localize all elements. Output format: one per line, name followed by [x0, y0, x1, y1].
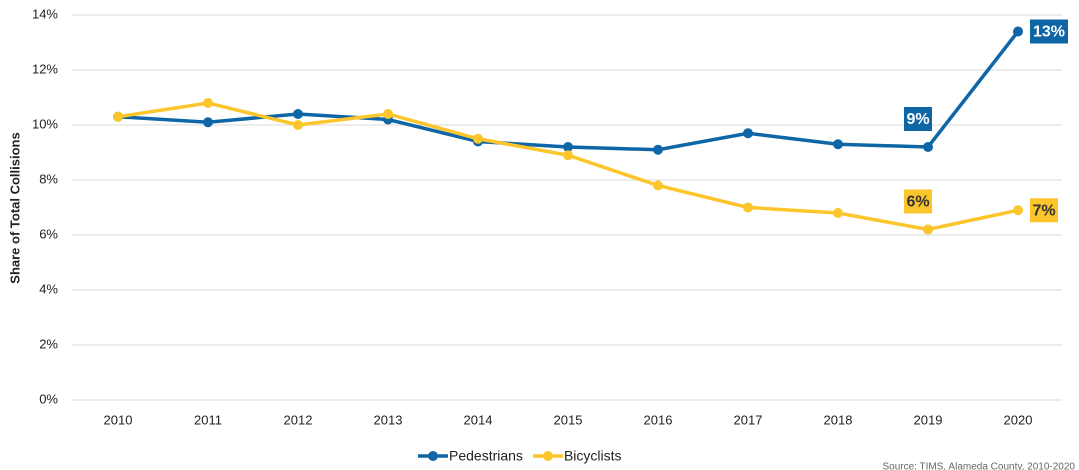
- x-tick-label: 2012: [284, 412, 313, 427]
- x-tick-label: 2018: [824, 412, 853, 427]
- point: [563, 142, 573, 152]
- x-tick-label: 2016: [644, 412, 673, 427]
- point: [293, 120, 303, 130]
- legend-label: Pedestrians: [449, 448, 523, 464]
- label-box: [1030, 198, 1058, 223]
- point: [563, 150, 573, 161]
- x-tick-label: 2017: [734, 412, 763, 427]
- y-tick-label: 4%: [39, 281, 58, 296]
- y-tick-label: 6%: [39, 226, 58, 241]
- point: [473, 133, 483, 144]
- series-line: [117, 30, 1020, 152]
- point: [113, 111, 123, 122]
- label-box: [1030, 19, 1068, 44]
- x-tick-label: 2015: [554, 412, 583, 427]
- legend-marker: [428, 451, 438, 461]
- y-tick-label: 10%: [32, 116, 58, 131]
- point: [833, 208, 843, 218]
- series-line: [117, 101, 1019, 232]
- data-label: 6%: [906, 194, 929, 211]
- source-note: Source: TIMS, Alameda County, 2010-2020: [882, 462, 1075, 470]
- data-label: 9%: [906, 111, 929, 128]
- y-tick-label: 0%: [39, 391, 58, 406]
- x-tick-label: 2013: [374, 412, 403, 427]
- y-tick-label: 8%: [39, 171, 58, 186]
- point: [1013, 205, 1023, 216]
- data-label: 7%: [1032, 202, 1055, 219]
- x-tick-label: 2010: [104, 412, 133, 427]
- point: [1013, 26, 1023, 37]
- legend-label: Bicyclists: [564, 448, 622, 464]
- point: [203, 98, 213, 108]
- point: [653, 144, 663, 155]
- x-tick-label: 2019: [914, 412, 943, 427]
- point: [923, 224, 933, 235]
- point: [743, 202, 753, 213]
- point: [203, 117, 213, 128]
- point: [743, 128, 753, 139]
- point: [383, 109, 393, 119]
- y-axis-label: Share of Total Collisions: [7, 132, 22, 283]
- y-tick-label: 2%: [39, 336, 58, 351]
- point: [833, 139, 843, 150]
- x-tick-label: 2014: [464, 412, 493, 427]
- x-tick-label: 2020: [1004, 412, 1033, 427]
- label-box: [904, 107, 932, 131]
- legend-marker: [542, 451, 553, 461]
- point: [653, 180, 663, 191]
- data-label: 13%: [1033, 24, 1065, 41]
- label-box: [904, 189, 932, 214]
- y-tick-label: 14%: [32, 6, 58, 21]
- point: [923, 142, 933, 152]
- y-tick-label: 12%: [32, 61, 58, 76]
- point: [293, 109, 303, 119]
- x-tick-label: 2011: [194, 412, 222, 427]
